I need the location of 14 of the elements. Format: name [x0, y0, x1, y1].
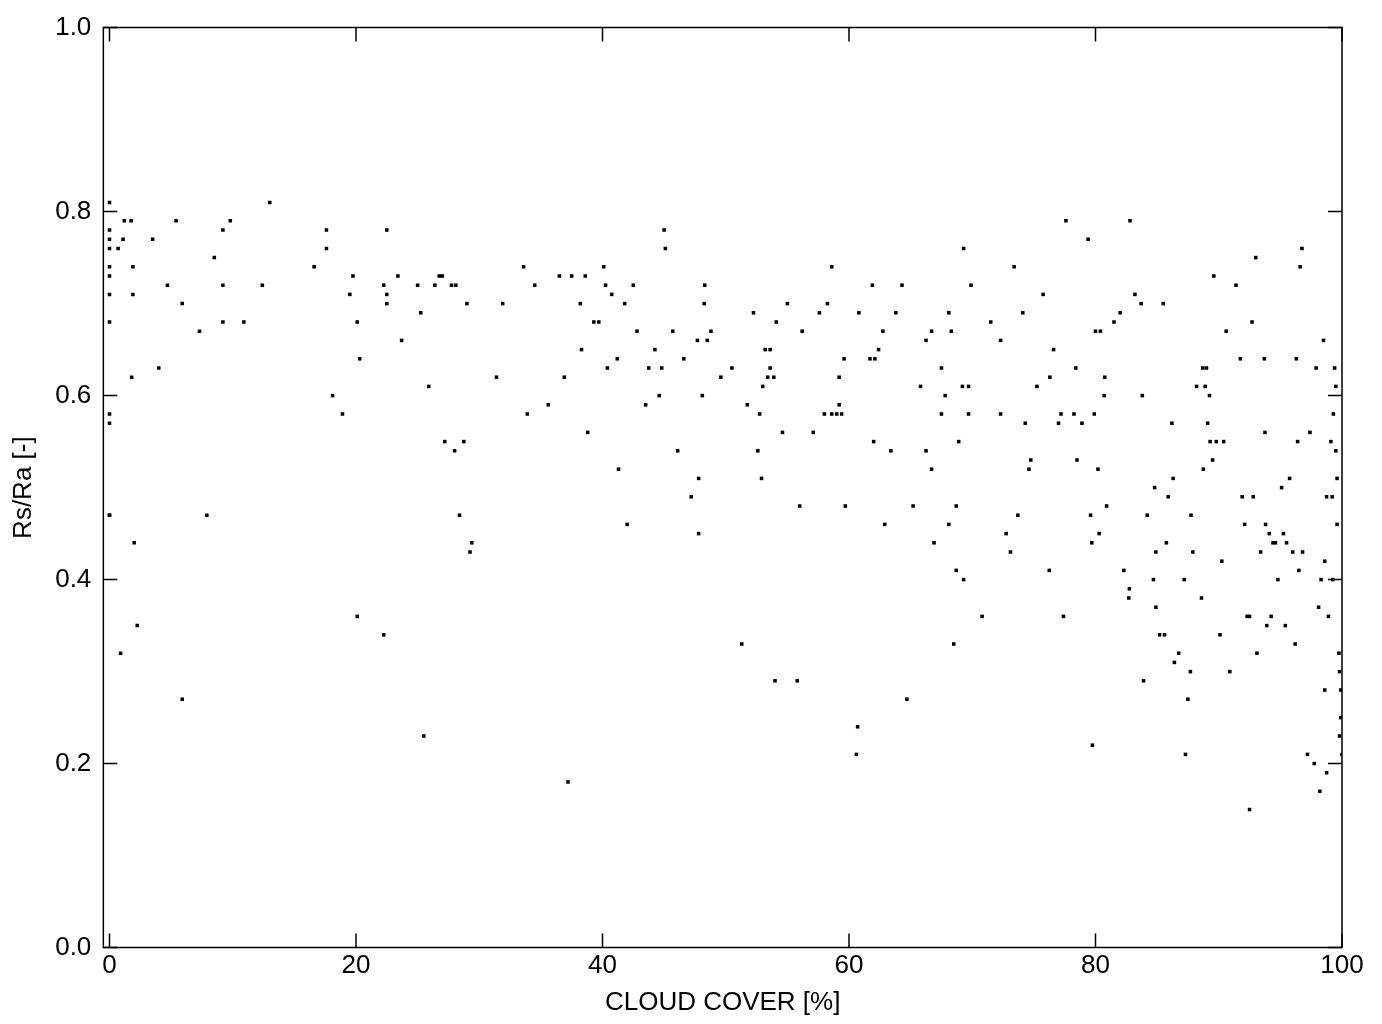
x-axis-title: CLOUD COVER [%] [604, 985, 841, 1016]
x-tick-label: 0 [102, 949, 117, 980]
y-tick-label: 0.8 [55, 194, 92, 225]
y-tick-label: 0.4 [55, 562, 92, 593]
x-tick-label: 20 [341, 949, 371, 980]
y-tick-label: 1.0 [55, 10, 92, 41]
x-tick-label: 60 [834, 949, 864, 980]
y-axis-title: Rs/Ra [-] [6, 436, 37, 539]
y-tick-label: 0.2 [55, 746, 92, 777]
x-tick-label: 100 [1320, 949, 1364, 980]
x-tick-label: 40 [588, 949, 617, 980]
y-tick-label: 0.0 [55, 930, 92, 961]
y-tick-label: 0.6 [55, 378, 92, 409]
x-tick-label: 80 [1081, 949, 1110, 980]
